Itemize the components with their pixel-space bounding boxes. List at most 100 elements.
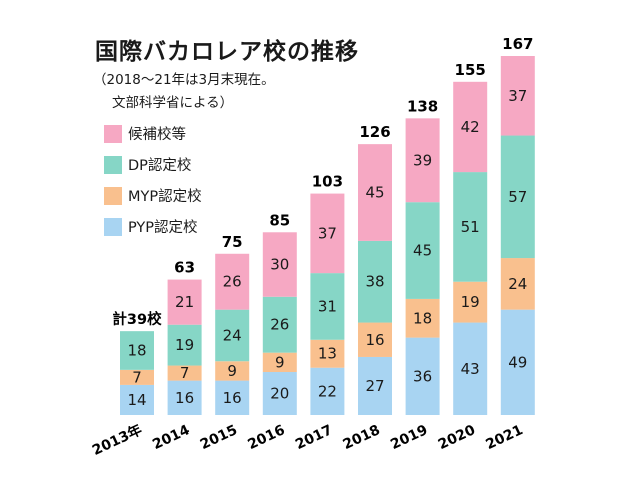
bar-segment-DP認定校-2020 xyxy=(453,172,488,282)
bar-segment-候補校等-2016 xyxy=(262,232,297,297)
year-label-2015: 2015 xyxy=(198,422,240,453)
bar-segment-PYP認定校-2021 xyxy=(500,309,535,415)
bar-segment-MYP認定校-2021 xyxy=(500,258,535,310)
bar-segment-DP認定校-2018 xyxy=(358,240,392,323)
year-label-2014: 2014 xyxy=(150,422,192,453)
source-note-line-2: 文部科学省による） xyxy=(112,95,234,111)
bar-segment-PYP認定校-2014 xyxy=(167,380,202,415)
total-label-2021: 167 xyxy=(502,35,533,53)
bar-segment-候補校等-2018 xyxy=(358,144,392,241)
year-label-2019: 2019 xyxy=(388,422,430,453)
data-label-PYP認定校-2020: 43 xyxy=(461,360,480,378)
total-label-2020: 155 xyxy=(455,61,486,79)
data-label-MYP認定校-2017: 13 xyxy=(318,345,337,363)
bar-segment-DP認定校-2014 xyxy=(167,324,202,366)
data-label-MYP認定校-2020: 19 xyxy=(461,293,480,311)
data-label-MYP認定校-2014: 7 xyxy=(180,364,190,382)
data-label-PYP認定校-2021: 49 xyxy=(508,353,527,371)
legend-swatch-candidate xyxy=(104,124,122,143)
bar-segment-候補校等-2014 xyxy=(167,279,202,325)
year-label-2020: 2020 xyxy=(436,422,478,453)
data-label-MYP認定校-2016: 9 xyxy=(275,353,285,371)
bar-segment-候補校等-2020 xyxy=(453,81,488,173)
bar-segment-MYP認定校-2014 xyxy=(167,365,202,381)
data-label-DP認定校-2017: 31 xyxy=(318,297,337,315)
bar-segment-DP認定校-2013年 xyxy=(120,331,154,370)
data-label-候補校等-2016: 30 xyxy=(270,256,289,274)
legend-label-dp: DP認定校 xyxy=(128,158,192,174)
bar-segment-候補校等-2015 xyxy=(215,253,250,310)
bar-segment-DP認定校-2019 xyxy=(405,202,440,299)
data-label-候補校等-2020: 42 xyxy=(461,118,480,136)
legend-label-myp: MYP認定校 xyxy=(128,189,202,205)
total-label-first: 計39校 xyxy=(112,310,162,328)
total-label-2016: 85 xyxy=(269,211,290,229)
bar-segment-PYP認定校-2013年 xyxy=(120,384,154,415)
data-label-MYP認定校-2019: 18 xyxy=(413,309,432,327)
year-label-2018: 2018 xyxy=(341,422,383,453)
data-label-DP認定校-2021: 57 xyxy=(508,188,527,206)
total-label-2014: 63 xyxy=(174,259,195,277)
data-label-DP認定校-2020: 51 xyxy=(461,218,480,236)
total-label-2017: 103 xyxy=(312,173,343,191)
bar-segment-MYP認定校-2016 xyxy=(262,352,297,373)
data-label-候補校等-2019: 39 xyxy=(413,151,432,169)
total-label-2015: 75 xyxy=(222,233,243,251)
bar-segment-DP認定校-2016 xyxy=(262,296,297,353)
legend-swatch-myp xyxy=(104,186,122,205)
data-label-DP認定校-2013年: 18 xyxy=(127,342,146,360)
legend-item-pyp: PYP認定校 xyxy=(104,211,202,242)
bar-segment-MYP認定校-2017 xyxy=(310,339,345,368)
bar-segment-DP認定校-2017 xyxy=(310,273,345,340)
legend-item-dp: DP認定校 xyxy=(104,149,202,180)
legend-label-candidate: 候補校等 xyxy=(128,127,186,143)
bar-segment-DP認定校-2015 xyxy=(215,309,250,362)
legend-swatch-dp xyxy=(104,155,122,174)
data-label-MYP認定校-2013年: 7 xyxy=(132,368,142,386)
bar-segment-PYP認定校-2018 xyxy=(358,356,392,415)
bar-segment-PYP認定校-2016 xyxy=(262,372,297,415)
legend-swatch-pyp xyxy=(104,217,122,236)
data-label-DP認定校-2019: 45 xyxy=(413,242,432,260)
data-label-PYP認定校-2017: 22 xyxy=(318,382,337,400)
data-label-候補校等-2015: 26 xyxy=(223,273,242,291)
data-label-候補校等-2014: 21 xyxy=(175,293,194,311)
source-note-line-1: （2018〜21年は3月末現在。 xyxy=(93,72,275,88)
data-label-DP認定校-2018: 38 xyxy=(365,273,384,291)
data-label-MYP認定校-2021: 24 xyxy=(508,275,527,293)
bar-segment-候補校等-2021 xyxy=(500,56,535,136)
total-label-2019: 138 xyxy=(407,97,438,115)
data-label-PYP認定校-2013年: 14 xyxy=(127,391,146,409)
bar-segment-DP認定校-2021 xyxy=(500,135,535,259)
data-label-PYP認定校-2018: 27 xyxy=(365,377,384,395)
legend-item-candidate: 候補校等 xyxy=(104,118,202,149)
data-label-DP認定校-2015: 24 xyxy=(223,326,242,344)
year-label-2021: 2021 xyxy=(483,422,525,453)
total-label-2018: 126 xyxy=(359,123,390,141)
legend-label-pyp: PYP認定校 xyxy=(128,220,198,236)
data-label-PYP認定校-2015: 16 xyxy=(223,389,242,407)
chart-title: 国際バカロレア校の推移 xyxy=(95,39,359,65)
bar-segment-MYP認定校-2015 xyxy=(215,361,250,381)
bar-segment-PYP認定校-2015 xyxy=(215,380,250,415)
bar-segment-候補校等-2019 xyxy=(405,118,440,203)
data-label-候補校等-2021: 37 xyxy=(508,87,527,105)
data-label-DP認定校-2016: 26 xyxy=(270,316,289,334)
bar-segment-PYP認定校-2020 xyxy=(453,322,488,415)
data-label-PYP認定校-2016: 20 xyxy=(270,385,289,403)
data-label-PYP認定校-2019: 36 xyxy=(413,367,432,385)
data-label-候補校等-2018: 45 xyxy=(365,184,384,202)
year-label-2013年: 2013年 xyxy=(89,421,144,459)
legend: 候補校等 DP認定校 MYP認定校 PYP認定校 xyxy=(104,118,202,242)
legend-item-myp: MYP認定校 xyxy=(104,180,202,211)
data-label-候補校等-2017: 37 xyxy=(318,224,337,242)
data-label-DP認定校-2014: 19 xyxy=(175,336,194,354)
data-label-MYP認定校-2015: 9 xyxy=(227,362,237,380)
bar-segment-PYP認定校-2017 xyxy=(310,367,345,415)
bar-segment-MYP認定校-2019 xyxy=(405,298,440,338)
bar-segment-候補校等-2017 xyxy=(310,193,345,274)
data-label-MYP認定校-2018: 16 xyxy=(365,331,384,349)
data-label-PYP認定校-2014: 16 xyxy=(175,389,194,407)
